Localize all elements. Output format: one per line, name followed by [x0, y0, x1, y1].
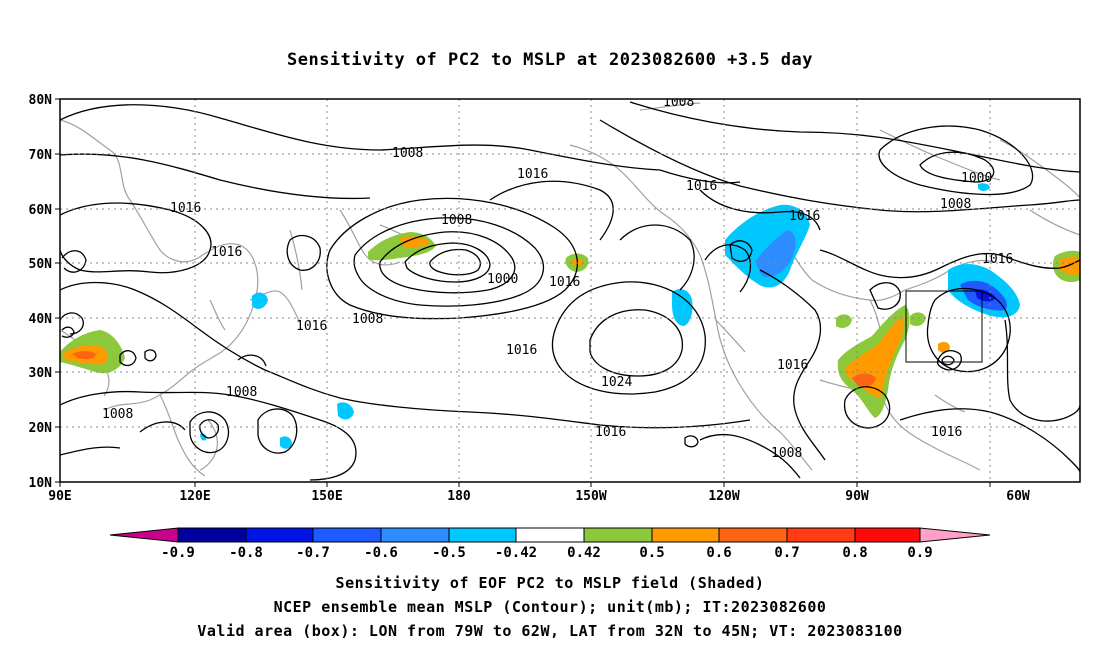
contour-label: 1008	[940, 197, 971, 212]
contour-label: 1016	[296, 319, 327, 334]
neg-patch-2c	[975, 289, 996, 302]
pos-patch-6b	[1060, 256, 1080, 275]
footer-line-2: NCEP ensemble mean MSLP (Contour); unit(…	[273, 598, 827, 616]
contour-label: 1008	[352, 312, 383, 327]
colorbar-segment	[651, 527, 720, 543]
footer-line-3: Valid area (box): LON from 79W to 62W, L…	[197, 622, 903, 640]
lat-label: 40N	[29, 312, 53, 327]
colorbar-label: 0.9	[907, 545, 932, 561]
lon-label: 150W	[575, 489, 606, 504]
lon-label: 90W	[845, 489, 869, 504]
neg-patch-1	[725, 204, 810, 288]
colorbar-segment	[380, 527, 450, 543]
colorbar-label: -0.8	[229, 545, 263, 561]
colorbar-label: 0.5	[639, 545, 664, 561]
lat-label: 60N	[29, 203, 53, 218]
colorbar-high-arrow	[919, 527, 991, 543]
contour-label: 1008	[441, 213, 472, 228]
sensitivity-shading	[60, 183, 1080, 449]
contour-label: 1016	[789, 209, 820, 224]
colorbar-segment	[515, 527, 585, 543]
neg-patch-8	[200, 433, 207, 441]
colorbar-label: 0.6	[706, 545, 731, 561]
footer-line-1: Sensitivity of EOF PC2 to MSLP field (Sh…	[335, 574, 765, 592]
colorbar-label: -0.5	[432, 545, 466, 561]
lat-label: 20N	[29, 421, 53, 436]
pos-patch-8	[910, 312, 926, 326]
contour-label: 1016	[517, 167, 548, 182]
colorbar-label: -0.7	[296, 545, 330, 561]
contour-label: 1016	[211, 245, 242, 260]
contour-labels: 1008 1008 1016 1016 1016 1016 1008 1000 …	[102, 95, 1013, 461]
lon-label: 150E	[311, 489, 342, 504]
pos-patch-4c	[852, 373, 876, 387]
lat-label: 70N	[29, 148, 53, 163]
colorbar-labels: -0.9 -0.8 -0.7 -0.6 -0.5 -0.42 0.42 0.5 …	[161, 545, 933, 561]
lon-label: 120W	[708, 489, 739, 504]
pos-patch-3b	[572, 258, 584, 266]
contour-label: 1016	[777, 358, 808, 373]
neg-patch-4	[252, 292, 268, 309]
lat-labels: 80N 70N 60N 50N 40N 30N 20N 10N	[29, 93, 53, 491]
neg-patch-6	[280, 436, 292, 449]
contour-label: 1016	[931, 425, 962, 440]
lon-labels: 90E 120E 150E 180 150W 120W 90W 60W	[48, 489, 1030, 504]
neg-patch-5	[337, 402, 354, 420]
colorbar-segment	[448, 527, 517, 543]
contour-label: 1008	[771, 446, 802, 461]
contour-label: 1008	[663, 95, 694, 110]
contour-label: 1000	[487, 272, 518, 287]
colorbar-segment	[312, 527, 382, 543]
contour-label: 1024	[601, 375, 632, 390]
colorbar-label: 0.7	[774, 545, 799, 561]
colorbar-label: 0.8	[842, 545, 867, 561]
axis-ticks	[55, 98, 991, 487]
lon-label: 60W	[1006, 489, 1030, 504]
colorbar-label: -0.9	[161, 545, 195, 561]
pos-patch-1c	[72, 351, 96, 360]
lat-label: 50N	[29, 257, 53, 272]
contour-label: 1000	[961, 171, 992, 186]
contour-label: 1016	[686, 179, 717, 194]
neg-patch-3	[672, 289, 693, 326]
map-frame	[59, 98, 1081, 483]
colorbar-label: 0.42	[567, 545, 601, 561]
colorbar-segment	[245, 527, 314, 543]
gridlines	[60, 99, 1080, 482]
lon-label: 180	[447, 489, 471, 504]
valid-area-box	[905, 290, 983, 363]
lat-label: 10N	[29, 476, 53, 491]
contour-label: 1008	[226, 385, 257, 400]
neg-patch-1b	[755, 230, 796, 278]
contour-label: 1016	[170, 201, 201, 216]
pos-patch-7	[938, 341, 950, 353]
colorbar	[109, 527, 991, 543]
neg-patch-7	[978, 183, 990, 191]
colorbar-low-arrow	[109, 527, 179, 543]
contour-label: 1016	[595, 425, 626, 440]
colorbar-segment	[786, 527, 856, 543]
contour-label: 1016	[549, 275, 580, 290]
contour-label: 1008	[102, 407, 133, 422]
contour-label: 1016	[982, 252, 1013, 267]
contour-label: 1016	[506, 343, 537, 358]
colorbar-segment	[718, 527, 788, 543]
colorbar-label: -0.42	[495, 545, 537, 561]
contour-label: 1008	[392, 146, 423, 161]
chart-title: Sensitivity of PC2 to MSLP at 2023082600…	[286, 50, 813, 70]
pos-patch-2b	[400, 236, 430, 248]
lat-label: 80N	[29, 93, 53, 108]
colorbar-segment	[854, 527, 921, 543]
colorbar-label: -0.6	[364, 545, 398, 561]
lon-label: 90E	[48, 489, 71, 504]
mslp-contours	[60, 101, 1080, 481]
colorbar-segment	[177, 527, 247, 543]
lat-label: 30N	[29, 366, 53, 381]
lon-label: 120E	[179, 489, 210, 504]
colorbar-segment	[583, 527, 653, 543]
